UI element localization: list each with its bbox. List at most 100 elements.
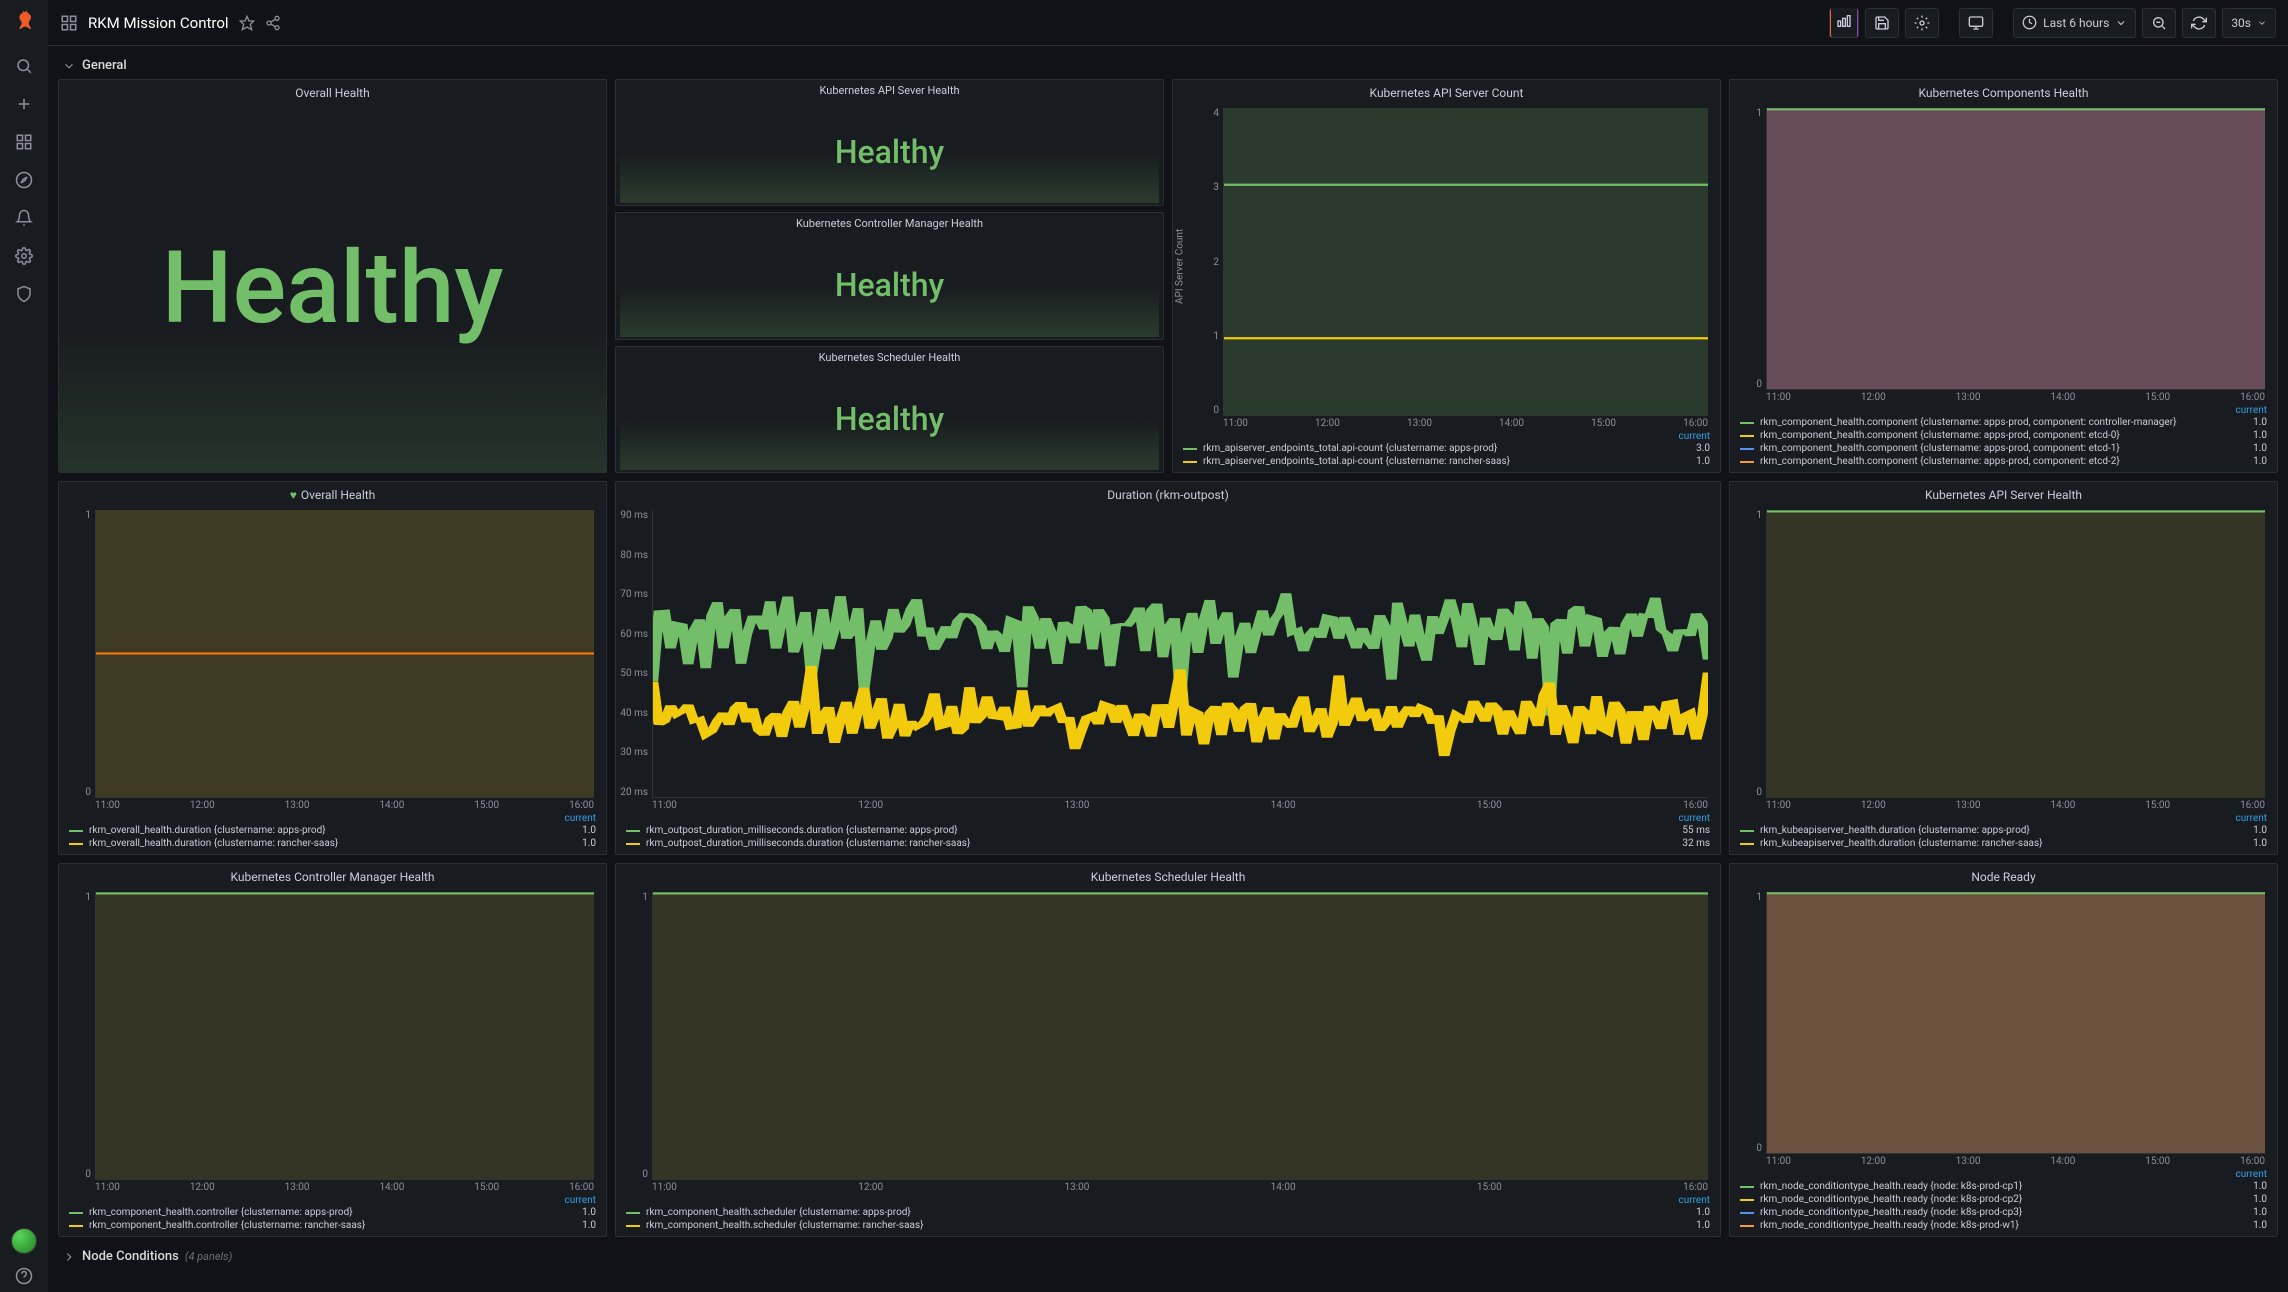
chart-area[interactable] xyxy=(1766,510,2265,798)
legend-item[interactable]: rkm_component_health.component {clustern… xyxy=(1740,429,2267,442)
legend-item[interactable]: rkm_node_conditiontype_health.ready {nod… xyxy=(1740,1180,2267,1193)
panel-title[interactable]: Kubernetes API Sever Health xyxy=(616,80,1163,99)
legend-value: 1.0 xyxy=(1696,1207,1710,1218)
grafana-logo[interactable] xyxy=(10,8,38,36)
user-avatar[interactable] xyxy=(11,1228,37,1254)
y-tick: 0 xyxy=(1191,405,1219,416)
legend-header[interactable]: current xyxy=(1678,431,1710,442)
panel-mini-stat: Kubernetes Controller Manager Health Hea… xyxy=(615,212,1164,339)
legend-item[interactable]: rkm_overall_health.duration {clustername… xyxy=(69,837,596,850)
zoom-out-button[interactable] xyxy=(2142,8,2176,38)
panel-title[interactable]: Kubernetes Scheduler Health xyxy=(616,347,1163,366)
x-tick: 15:00 xyxy=(2145,1156,2170,1167)
stat-value: Healthy xyxy=(620,101,1159,203)
tv-mode-button[interactable] xyxy=(1959,8,1993,38)
chart-area[interactable] xyxy=(1766,892,2265,1154)
x-tick: 13:00 xyxy=(1956,1156,1981,1167)
legend-label: rkm_node_conditiontype_health.ready {nod… xyxy=(1760,1220,2019,1231)
x-tick: 16:00 xyxy=(1683,418,1708,429)
panel-title[interactable]: Node Ready xyxy=(1730,864,2277,888)
x-tick: 12:00 xyxy=(1861,392,1886,403)
x-tick: 13:00 xyxy=(1956,800,1981,811)
panel-title[interactable]: Kubernetes API Server Health xyxy=(1730,482,2277,506)
legend-item[interactable]: rkm_overall_health.duration {clustername… xyxy=(69,824,596,837)
legend: currentrkm_overall_health.duration {clus… xyxy=(59,811,606,854)
legend-item[interactable]: rkm_apiserver_endpoints_total.api-count … xyxy=(1183,455,1710,468)
legend-item[interactable]: rkm_component_health.scheduler {clustern… xyxy=(626,1219,1710,1232)
alerting-icon[interactable] xyxy=(8,202,40,234)
legend-item[interactable]: rkm_node_conditiontype_health.ready {nod… xyxy=(1740,1206,2267,1219)
legend-item[interactable]: rkm_kubeapiserver_health.duration {clust… xyxy=(1740,837,2267,850)
legend-header[interactable]: current xyxy=(1678,813,1710,824)
chart-area[interactable] xyxy=(1766,108,2265,390)
legend-header[interactable]: current xyxy=(564,1195,596,1206)
row-header-node-conditions[interactable]: Node Conditions (4 panels) xyxy=(58,1243,2278,1270)
x-tick: 12:00 xyxy=(190,1182,215,1193)
legend-item[interactable]: rkm_component_health.component {clustern… xyxy=(1740,416,2267,429)
legend-header[interactable]: current xyxy=(2235,813,2267,824)
legend-item[interactable]: rkm_outpost_duration_milliseconds.durati… xyxy=(626,837,1710,850)
legend-item[interactable]: rkm_node_conditiontype_health.ready {nod… xyxy=(1740,1219,2267,1232)
dashboard-nav-icon[interactable] xyxy=(60,14,78,32)
refresh-button[interactable] xyxy=(2182,8,2216,38)
refresh-interval-button[interactable]: 30s xyxy=(2222,8,2276,38)
legend-item[interactable]: rkm_apiserver_endpoints_total.api-count … xyxy=(1183,442,1710,455)
stat-value: Healthy xyxy=(620,234,1159,336)
legend-header[interactable]: current xyxy=(2235,1169,2267,1180)
legend-item[interactable]: rkm_component_health.component {clustern… xyxy=(1740,442,2267,455)
panel-title[interactable]: Kubernetes Controller Manager Health xyxy=(59,864,606,888)
legend-label: rkm_kubeapiserver_health.duration {clust… xyxy=(1760,838,2043,849)
chart-area[interactable] xyxy=(95,510,594,798)
admin-icon[interactable] xyxy=(8,278,40,310)
legend-header[interactable]: current xyxy=(2235,405,2267,416)
panel-title[interactable]: Kubernetes Controller Manager Health xyxy=(616,213,1163,232)
chart-area[interactable] xyxy=(1223,108,1708,416)
panel-title[interactable]: Overall Health xyxy=(59,80,606,104)
panel-overall-health: Overall Health Healthy xyxy=(58,79,607,473)
explore-icon[interactable] xyxy=(8,164,40,196)
panel-title[interactable]: ♥Overall Health xyxy=(59,482,606,506)
dashboards-icon[interactable] xyxy=(8,126,40,158)
share-icon[interactable] xyxy=(265,15,281,31)
dashboard-title[interactable]: RKM Mission Control xyxy=(88,14,229,32)
stat-column: Kubernetes API Sever Health Healthy Kube… xyxy=(615,79,1164,473)
panel-title[interactable]: Kubernetes API Server Count xyxy=(1173,80,1720,104)
create-icon[interactable] xyxy=(8,88,40,120)
y-tick: 40 ms xyxy=(620,708,648,719)
y-tick: 50 ms xyxy=(620,668,648,679)
row-header-general[interactable]: General xyxy=(58,52,2278,79)
add-panel-button[interactable] xyxy=(1829,8,1859,38)
chart-area[interactable] xyxy=(652,892,1708,1180)
x-tick: 11:00 xyxy=(1766,800,1791,811)
chart-area[interactable] xyxy=(95,892,594,1180)
legend-item[interactable]: rkm_component_health.controller {cluster… xyxy=(69,1219,596,1232)
search-icon[interactable] xyxy=(8,50,40,82)
row-name: General xyxy=(82,58,127,73)
help-icon[interactable] xyxy=(8,1260,40,1292)
legend: currentrkm_component_health.controller {… xyxy=(59,1193,606,1236)
stat-value: Healthy xyxy=(59,104,606,472)
x-tick: 15:00 xyxy=(1477,800,1502,811)
legend-value: 1.0 xyxy=(2253,1181,2267,1192)
settings-button[interactable] xyxy=(1905,8,1939,38)
legend-label: rkm_outpost_duration_milliseconds.durati… xyxy=(646,838,970,849)
panel-title[interactable]: Kubernetes Components Health xyxy=(1730,80,2277,104)
legend-label: rkm_apiserver_endpoints_total.api-count … xyxy=(1203,456,1510,467)
legend: currentrkm_node_conditiontype_health.rea… xyxy=(1730,1167,2277,1236)
legend-header[interactable]: current xyxy=(564,813,596,824)
config-icon[interactable] xyxy=(8,240,40,272)
legend-item[interactable]: rkm_kubeapiserver_health.duration {clust… xyxy=(1740,824,2267,837)
legend-item[interactable]: rkm_component_health.component {clustern… xyxy=(1740,455,2267,468)
legend-item[interactable]: rkm_component_health.scheduler {clustern… xyxy=(626,1206,1710,1219)
star-icon[interactable] xyxy=(239,15,255,31)
x-tick: 14:00 xyxy=(379,800,404,811)
panel-title[interactable]: Duration (rkm-outpost) xyxy=(616,482,1720,506)
chart-area[interactable] xyxy=(652,510,1708,798)
panel-title[interactable]: Kubernetes Scheduler Health xyxy=(616,864,1720,888)
time-picker-button[interactable]: Last 6 hours xyxy=(2013,8,2136,38)
legend-item[interactable]: rkm_component_health.controller {cluster… xyxy=(69,1206,596,1219)
legend-header[interactable]: current xyxy=(1678,1195,1710,1206)
save-button[interactable] xyxy=(1865,8,1899,38)
legend-item[interactable]: rkm_outpost_duration_milliseconds.durati… xyxy=(626,824,1710,837)
legend-item[interactable]: rkm_node_conditiontype_health.ready {nod… xyxy=(1740,1193,2267,1206)
